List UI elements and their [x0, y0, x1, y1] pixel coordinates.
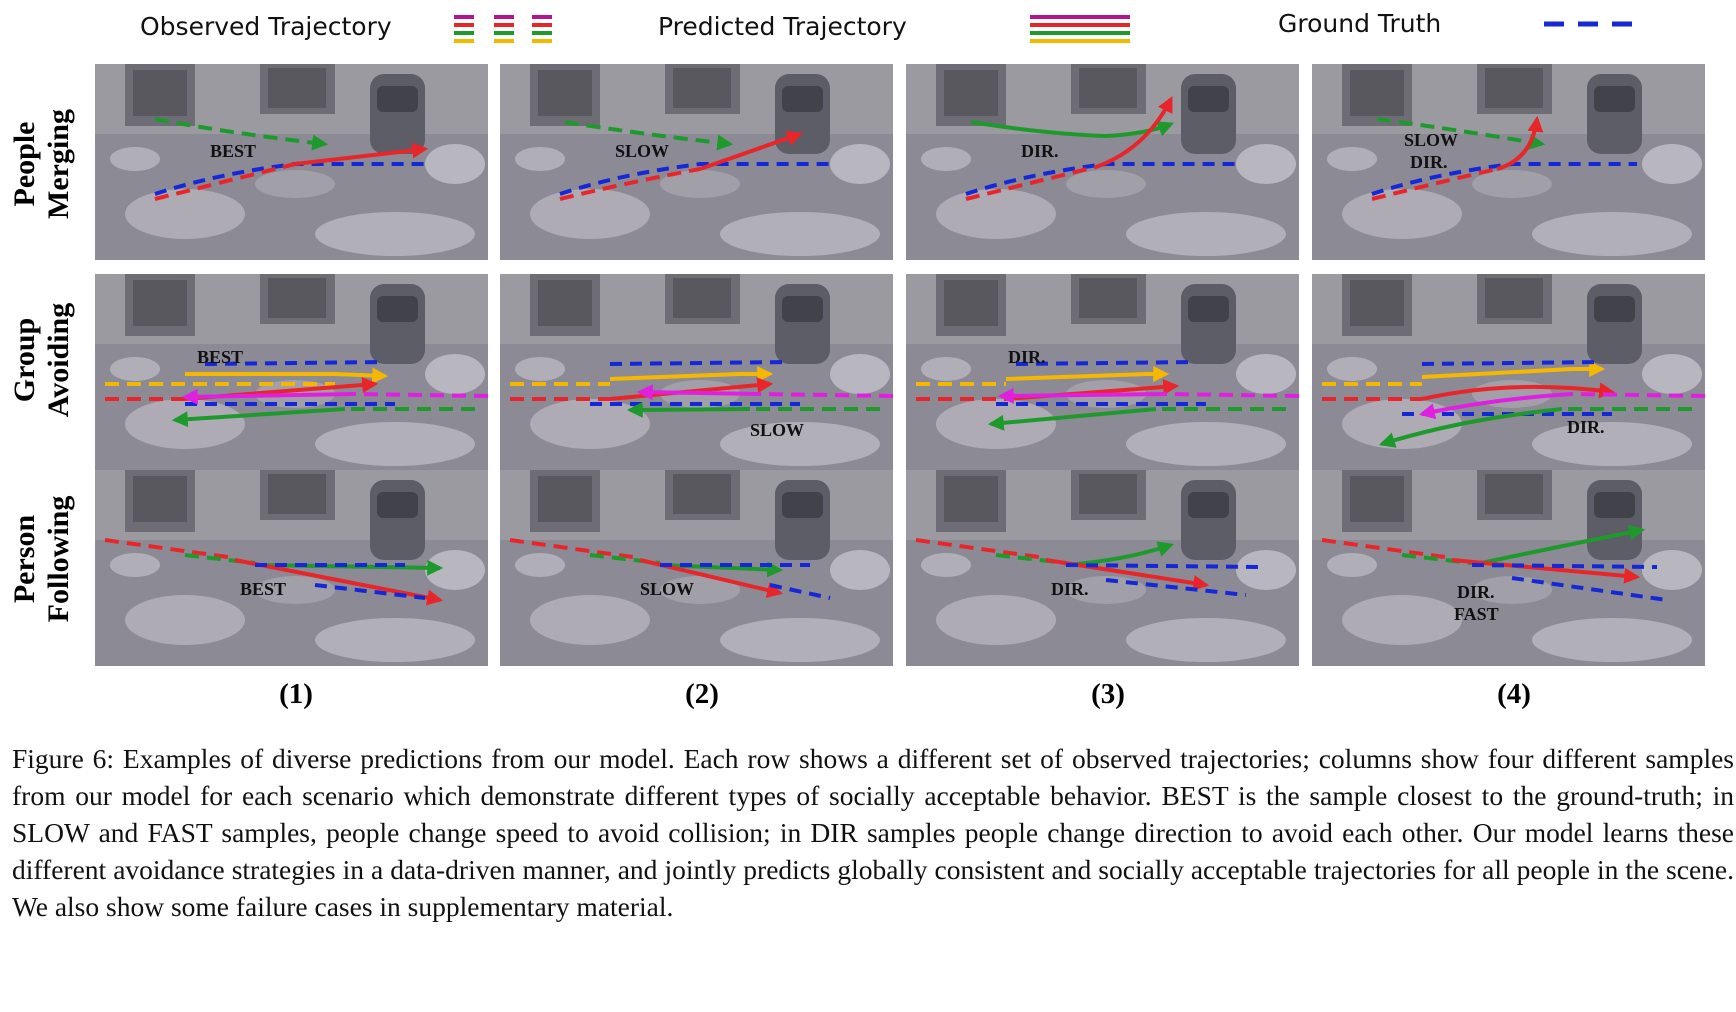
- legend-predicted-label: Predicted Trajectory: [658, 12, 907, 41]
- panel-tag-line1: DIR.: [1457, 582, 1495, 602]
- panel-avoiding-1: BEST: [95, 274, 488, 470]
- panel-tag-line2: FAST: [1454, 604, 1499, 624]
- ground-truth-swatch: [1544, 21, 1646, 27]
- panel-tag: DIR.: [1051, 579, 1089, 599]
- panel-tag: SLOW: [615, 141, 669, 161]
- legend-ground-truth-label: Ground Truth: [1278, 9, 1442, 38]
- observed-trajectory-swatch: [454, 15, 552, 43]
- column-label-4: (4): [1497, 678, 1531, 710]
- figure-caption: Figure 6: Examples of diverse prediction…: [12, 743, 1734, 922]
- panel-merging-1: BEST: [95, 64, 488, 260]
- panel-tag-line2: DIR.: [1410, 152, 1448, 172]
- column-label-2: (2): [685, 678, 719, 710]
- panel-merging-2: SLOW: [500, 64, 893, 260]
- panel-tag: BEST: [240, 579, 286, 599]
- column-label-3: (3): [1091, 678, 1125, 710]
- panel-tag: BEST: [197, 347, 243, 367]
- panel-avoiding-3: DIR.: [906, 274, 1299, 470]
- panel-tag: DIR.: [1021, 141, 1059, 161]
- row-label-group-avoiding: Group Avoiding: [8, 302, 75, 418]
- column-label-1: (1): [279, 678, 313, 710]
- panel-following-2: SLOW: [500, 470, 893, 666]
- legend: Observed Trajectory Predicted Trajectory…: [0, 0, 1736, 60]
- panel-following-3: DIR.: [906, 470, 1299, 666]
- panel-following-4: DIR. FAST: [1312, 470, 1705, 666]
- legend-observed-label: Observed Trajectory: [140, 12, 392, 41]
- panel-tag: DIR.: [1008, 347, 1046, 367]
- panel-tag: BEST: [210, 141, 256, 161]
- panel-tag: DIR.: [1567, 417, 1605, 437]
- panel-avoiding-4: DIR.: [1312, 274, 1705, 470]
- panel-merging-4: SLOW DIR.: [1312, 64, 1705, 260]
- row-label-person-following: Person Following: [8, 495, 75, 623]
- panel-tag-line1: SLOW: [1404, 130, 1458, 150]
- panel-merging-3: DIR.: [906, 64, 1299, 260]
- row-label-people-merging: People Merging: [8, 109, 75, 219]
- predicted-trajectory-swatch: [1030, 15, 1130, 43]
- panel-tag: SLOW: [750, 420, 804, 440]
- panel-following-1: BEST: [95, 470, 488, 666]
- panel-avoiding-2: SLOW: [500, 274, 893, 470]
- panel-tag: SLOW: [640, 579, 694, 599]
